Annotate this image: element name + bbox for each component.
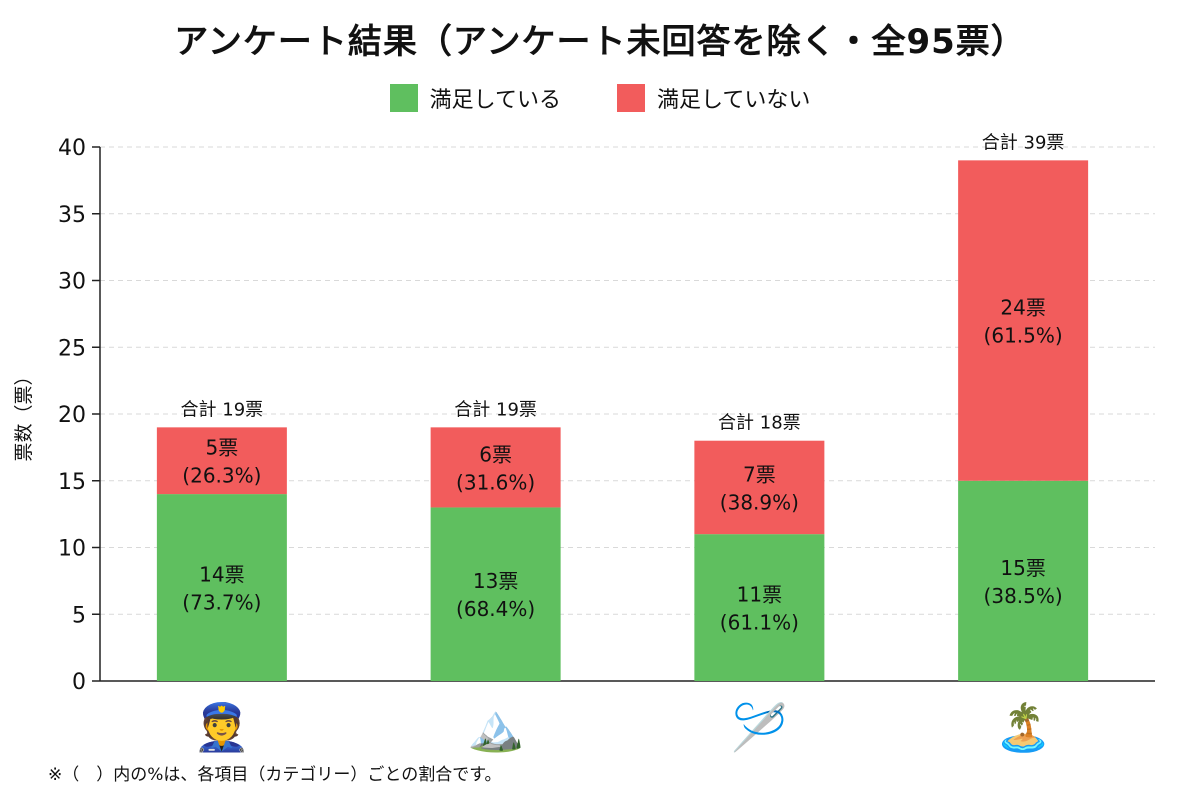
bar-total-label: 合計 19票 (181, 399, 264, 420)
bar-value-label: 6票 (479, 442, 512, 466)
legend-item-satisfied: 満足している (389, 82, 561, 114)
x-category-label: 🏔️ (467, 700, 524, 754)
bar-value-label: 13票 (473, 569, 518, 593)
bar-total-label: 合計 18票 (718, 413, 801, 434)
bar-segment-satisfied (156, 494, 287, 681)
bar-percent-label: (38.9%) (720, 490, 799, 514)
y-tick-label: 25 (58, 336, 86, 361)
bar-segment-unsatisfied (958, 160, 1089, 481)
y-tick-label: 20 (58, 403, 86, 428)
bar-percent-label: (26.3%) (182, 464, 261, 488)
bar-segment-unsatisfied (156, 427, 287, 495)
bar-value-label: 11票 (737, 583, 782, 607)
bar-total-label: 合計 19票 (454, 399, 537, 420)
x-category-label: 🏝️ (994, 700, 1051, 754)
bar-segment-satisfied (694, 534, 825, 681)
x-category-label: 👮 (193, 699, 250, 754)
legend-item-unsatisfied: 満足していない (617, 82, 810, 114)
bar-value-label: 7票 (743, 462, 776, 486)
bar-percent-label: (61.5%) (984, 324, 1063, 348)
bar-segment-satisfied (430, 507, 561, 681)
bar-value-label: 15票 (1000, 556, 1045, 580)
y-tick-label: 10 (58, 537, 86, 562)
legend-swatch-satisfied (389, 84, 418, 112)
bar-value-label: 5票 (206, 436, 239, 460)
chart-title: アンケート結果（アンケート未回答を除く・全95票） (174, 22, 1026, 62)
y-axis-label: 票数（票） (13, 366, 35, 461)
x-category-label: 🪡 (731, 700, 788, 754)
y-tick-label: 40 (58, 136, 86, 161)
bar-segment-unsatisfied (430, 427, 561, 508)
y-tick-label: 35 (58, 203, 86, 228)
bar-value-label: 14票 (199, 563, 244, 587)
legend: 満足している 満足していない (0, 82, 1200, 114)
y-tick-label: 5 (72, 603, 86, 628)
bar-segment-unsatisfied (694, 440, 825, 535)
bar-total-label: 合計 39票 (982, 132, 1065, 153)
bar-percent-label: (38.5%) (984, 584, 1063, 608)
y-tick-label: 0 (72, 670, 86, 695)
bar-percent-label: (68.4%) (456, 597, 535, 621)
legend-swatch-unsatisfied (617, 84, 645, 112)
bar-percent-label: (31.6%) (456, 470, 535, 494)
legend-label-satisfied: 満足している (429, 88, 561, 113)
bar-value-label: 24票 (1000, 296, 1045, 320)
footnote: ※（ ）内の%は、各項目（カテゴリー）ごとの割合です。 (48, 765, 502, 785)
y-tick-label: 15 (58, 470, 86, 495)
legend-label-unsatisfied: 満足していない (657, 88, 811, 113)
bar-segment-satisfied (958, 480, 1089, 681)
bar-percent-label: (73.7%) (182, 591, 261, 615)
bar-percent-label: (61.1%) (720, 611, 799, 635)
y-tick-label: 30 (58, 270, 86, 295)
